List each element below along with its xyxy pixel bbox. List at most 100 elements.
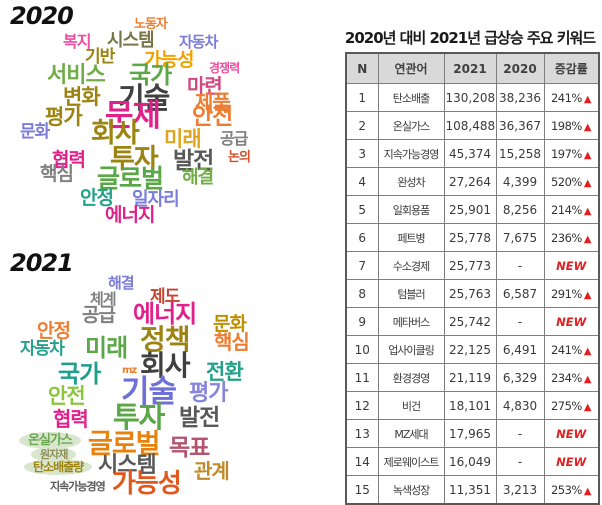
- value-2020: 4,830: [495, 391, 545, 420]
- cloud-word: 일자리: [132, 189, 180, 210]
- cloud-word: 해결: [108, 274, 135, 292]
- value-2021: 16,049: [443, 447, 497, 476]
- value-2020: 6,329: [495, 363, 545, 392]
- value-2021: 17,965: [443, 419, 497, 448]
- cloud-word: 에너지: [133, 300, 197, 328]
- up-triangle-icon: ▲: [583, 121, 592, 133]
- table-row: 11 환경경영 21,119 6,329 234% ▲: [345, 363, 600, 392]
- table-row: 13 MZ세대 17,965- NEW: [345, 419, 600, 448]
- cloud-word: 발전: [179, 405, 220, 431]
- header-2021: 2021: [443, 52, 497, 84]
- change-percent: 275%: [550, 398, 582, 413]
- new-badge: NEW: [556, 258, 587, 273]
- value-2021: 25,773: [443, 251, 497, 280]
- cloud-word: 기반: [85, 47, 115, 67]
- value-2020: 15,258: [495, 139, 545, 168]
- value-2021: 18,101: [443, 391, 497, 420]
- n: 5: [345, 195, 379, 224]
- header-n: N: [345, 52, 379, 84]
- n: 12: [345, 391, 379, 420]
- value-2021: 22,125: [443, 335, 497, 364]
- keyword-cell: 업사이클링: [377, 335, 445, 364]
- cloud-word: 경쟁력: [209, 61, 240, 75]
- value-2020: 6,491: [495, 335, 545, 364]
- change-cell: 214% ▲: [543, 195, 600, 224]
- cloud-word: 공급: [220, 129, 248, 148]
- change-cell: 275% ▲: [543, 391, 600, 420]
- cloud-word: 서비스: [47, 63, 106, 88]
- change-cell: NEW: [543, 251, 600, 280]
- cloud-word: 체계: [90, 290, 117, 308]
- cloud-word: 문화: [20, 122, 50, 142]
- cloud-word: 원자재: [31, 447, 77, 462]
- cloud-word: 노동자: [134, 17, 168, 32]
- table-row: 6 페트병 25,778 7,675 236% ▲: [345, 223, 600, 252]
- value-2020: 4,399: [495, 167, 545, 196]
- cloud-word: 국가: [129, 61, 172, 89]
- change-percent: 520%: [550, 174, 582, 189]
- change-cell: NEW: [543, 307, 600, 336]
- keyword-table: N 연관어 2021 2020 증감률 1 탄소배출 130,208 38,236 24…: [345, 52, 600, 505]
- wordcloud-2021-title: 2021: [10, 249, 74, 277]
- value-2021: 25,763: [443, 279, 497, 308]
- value-2020: -: [495, 251, 545, 280]
- change-percent: 241%: [550, 342, 582, 357]
- cloud-word: 전환: [206, 360, 244, 384]
- header-keyword: 연관어: [377, 52, 445, 84]
- table-row: 12 비건 18,101 4,830 275% ▲: [345, 391, 600, 420]
- table-row: 7 수소경제 25,773- NEW: [345, 251, 600, 280]
- value-2021: 11,351: [443, 475, 497, 505]
- change-percent: 253%: [550, 482, 582, 497]
- value-2021: 130,208: [443, 83, 497, 112]
- cloud-word: 평가: [45, 105, 83, 129]
- table-row: 9 메타버스 25,742- NEW: [345, 307, 600, 336]
- value-2020: 3,213: [495, 475, 545, 505]
- keyword-cell: 지속가능경영: [377, 139, 445, 168]
- change-cell: 198% ▲: [543, 111, 600, 140]
- value-2020: 36,367: [495, 111, 545, 140]
- n: 15: [345, 475, 379, 505]
- n: 14: [345, 447, 379, 476]
- cloud-word: 해결: [182, 167, 214, 188]
- n: 6: [345, 223, 379, 252]
- change-cell: 291% ▲: [543, 279, 600, 308]
- value-2020: 7,675: [495, 223, 545, 252]
- n: 3: [345, 139, 379, 168]
- keyword-cell: 제로웨이스트: [377, 447, 445, 476]
- cloud-word: 안정: [80, 187, 114, 209]
- value-2021: 108,488: [443, 111, 497, 140]
- change-cell: 197% ▲: [543, 139, 600, 168]
- keyword-table-panel: 2020년 대비 2021년 급상승 주요 키워드 N 연관어 2021 202…: [338, 0, 602, 505]
- change-cell: 520% ▲: [543, 167, 600, 196]
- header-2020: 2020: [495, 52, 545, 84]
- cloud-word: 온실가스: [19, 432, 81, 449]
- cloud-word: 안정: [37, 320, 71, 342]
- keyword-cell: 온실가스: [377, 111, 445, 140]
- value-2020: 38,236: [495, 83, 545, 112]
- header-change: 증감률: [543, 52, 600, 84]
- n: 8: [345, 279, 379, 308]
- value-2020: -: [495, 307, 545, 336]
- cloud-word: 협력: [52, 149, 86, 171]
- n: 7: [345, 251, 379, 280]
- change-cell: 253% ▲: [543, 475, 600, 505]
- keyword-cell: 메타버스: [377, 307, 445, 336]
- cloud-word: 가능성: [144, 49, 194, 71]
- cloud-word: mz: [122, 365, 137, 376]
- change-cell: 241% ▲: [543, 335, 600, 364]
- cloud-word: 복지: [63, 32, 91, 51]
- cloud-word: 목표: [169, 435, 210, 461]
- cloud-word: 자동차: [179, 33, 218, 51]
- new-badge: NEW: [556, 454, 587, 469]
- table-row: 10 업사이클링 22,125 6,491 241% ▲: [345, 335, 600, 364]
- cloud-word: 마련: [187, 74, 223, 98]
- cloud-word: 국가: [58, 360, 101, 388]
- table-row: 8 텀블러 25,763 6,587 291% ▲: [345, 279, 600, 308]
- up-triangle-icon: ▲: [583, 177, 592, 189]
- cloud-word: 가능성: [112, 469, 182, 499]
- cloud-word: 정책: [140, 323, 191, 356]
- keyword-cell: 페트병: [377, 223, 445, 252]
- change-cell: NEW: [543, 419, 600, 448]
- cloud-word: 핵심: [214, 330, 250, 354]
